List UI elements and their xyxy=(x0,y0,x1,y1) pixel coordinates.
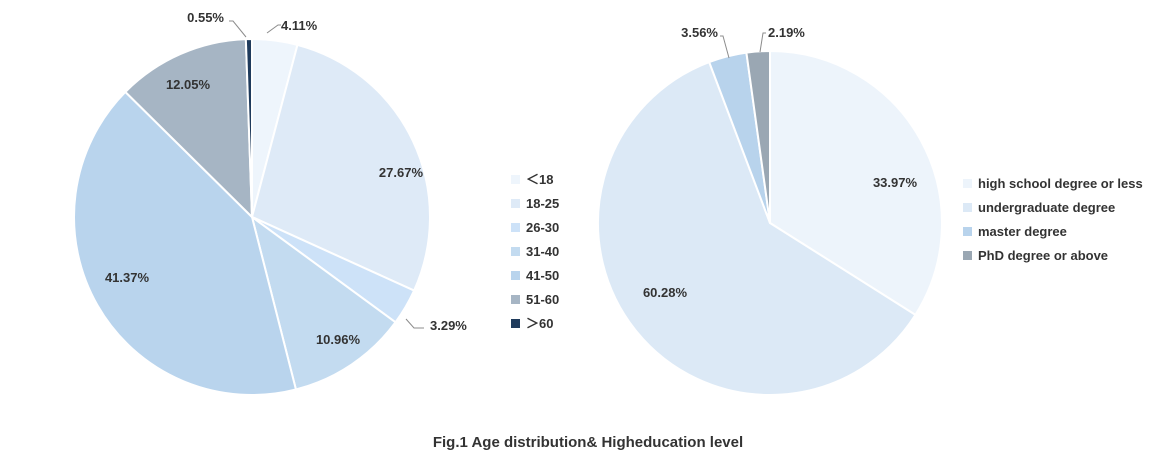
age-legend-label-26-30: 26-30 xyxy=(526,220,559,235)
age-legend: ＜18 18-25 26-30 31-40 41-50 51-60 ＞60 xyxy=(511,172,559,331)
age-legend-label-41-50: 41-50 xyxy=(526,268,559,283)
edu-data-label-master-degree: 3.56% xyxy=(681,25,718,40)
age-legend-label-18-25: 18-25 xyxy=(526,196,559,211)
age-slice-41-50 xyxy=(73,90,297,396)
age-legend-label-gt60: ＞60 xyxy=(526,316,553,331)
age-legend-swatch-18-25 xyxy=(511,199,520,208)
age-legend-item-26-30: 26-30 xyxy=(511,220,559,235)
edu-legend-label-high-school-degree-or-less: high school degree or less xyxy=(978,176,1143,191)
edu-slice-phd-degree-or-above xyxy=(745,50,771,224)
age-pie-chart: 4.11% 27.67% 3.29% 10.96% 41.37% 12.05% 0.55% xyxy=(73,10,467,396)
age-legend-item-gt60: ＞60 xyxy=(511,316,553,331)
age-legend-swatch-lt18 xyxy=(511,175,520,184)
age-legend-label-31-40: 31-40 xyxy=(526,244,559,259)
age-slice-51-60 xyxy=(124,38,253,218)
edu-leader-line-phd-degree-or-above xyxy=(759,32,766,53)
edu-legend-swatch-high-school-degree-or-less xyxy=(963,179,972,188)
edu-legend-swatch-master-degree xyxy=(963,227,972,236)
age-legend-item-lt18: ＜18 xyxy=(511,172,553,187)
age-legend-label-51-60: 51-60 xyxy=(526,292,559,307)
education-legend: high school degree or less undergraduate … xyxy=(963,176,1143,263)
age-legend-swatch-31-40 xyxy=(511,247,520,256)
edu-legend-item-master-degree: master degree xyxy=(963,224,1067,239)
age-legend-item-31-40: 31-40 xyxy=(511,244,559,259)
edu-legend-swatch-phd-degree-or-above xyxy=(963,251,972,260)
age-legend-item-51-60: 51-60 xyxy=(511,292,559,307)
age-slice-18-25 xyxy=(251,43,431,292)
edu-legend-swatch-undergraduate-degree xyxy=(963,203,972,212)
edu-data-label-high-school-degree-or-less: 33.97% xyxy=(873,175,918,190)
edu-slice-high-school-degree-or-less xyxy=(769,50,944,316)
edu-slice-undergraduate-degree xyxy=(597,61,917,396)
edu-legend-item-undergraduate-degree: undergraduate degree xyxy=(963,200,1115,215)
edu-leader-line-master-degree xyxy=(720,35,730,59)
education-pie-chart: 33.97% 60.28% 3.56% 2.19% xyxy=(597,25,944,396)
age-data-label-41-50: 41.37% xyxy=(105,270,150,285)
age-slice-31-40 xyxy=(251,216,397,391)
age-data-label-lt18: 4.11% xyxy=(281,18,318,33)
age-slice-gt60 xyxy=(244,38,253,218)
age-data-label-31-40: 10.96% xyxy=(316,332,361,347)
age-legend-item-18-25: 18-25 xyxy=(511,196,559,211)
age-legend-swatch-51-60 xyxy=(511,295,520,304)
age-legend-swatch-41-50 xyxy=(511,271,520,280)
edu-legend-item-high-school-degree-or-less: high school degree or less xyxy=(963,176,1143,191)
edu-legend-item-phd-degree-or-above: PhD degree or above xyxy=(963,248,1108,263)
age-legend-item-41-50: 41-50 xyxy=(511,268,559,283)
edu-legend-label-master-degree: master degree xyxy=(978,224,1067,239)
edu-data-label-phd-degree-or-above: 2.19% xyxy=(768,25,805,40)
age-data-label-26-30: 3.29% xyxy=(430,318,467,333)
age-legend-swatch-gt60 xyxy=(511,319,520,328)
age-leader-line-lt18 xyxy=(266,24,281,34)
age-data-label-51-60: 12.05% xyxy=(166,77,211,92)
figure-caption: Fig.1 Age distribution& Higheducation le… xyxy=(433,434,743,451)
age-legend-swatch-26-30 xyxy=(511,223,520,232)
age-data-label-18-25: 27.67% xyxy=(379,165,424,180)
edu-legend-label-phd-degree-or-above: PhD degree or above xyxy=(978,248,1108,263)
edu-data-label-undergraduate-degree: 60.28% xyxy=(643,285,688,300)
age-legend-label-lt18: ＜18 xyxy=(526,172,553,187)
age-leader-line-26-30 xyxy=(405,318,424,329)
edu-legend-label-undergraduate-degree: undergraduate degree xyxy=(978,200,1115,215)
age-data-label-gt60: 0.55% xyxy=(187,10,224,25)
age-leader-line-gt60 xyxy=(229,20,247,38)
